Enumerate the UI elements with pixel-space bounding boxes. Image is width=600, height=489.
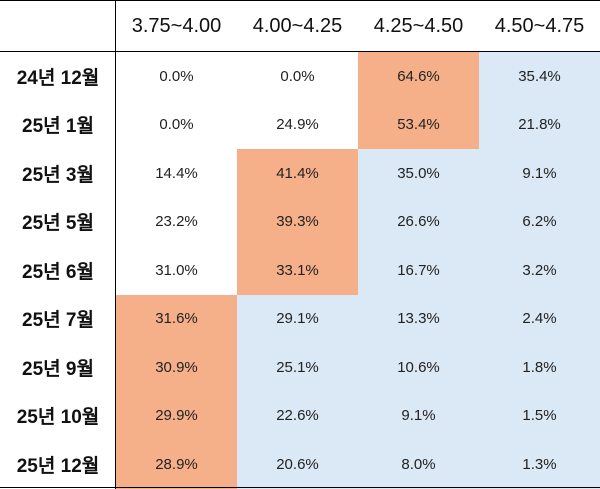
table-cell: 30.9%: [116, 343, 237, 392]
label-column-divider: [115, 0, 116, 489]
table-cell: 23.2%: [116, 197, 237, 246]
row-label: 25년 5월: [22, 213, 94, 235]
row-label: 25년 7월: [22, 310, 94, 332]
table-cell: 28.9%: [116, 440, 237, 489]
row-label: 25년 1월: [22, 116, 94, 138]
table-cell: 10.6%: [358, 343, 479, 392]
table-cell: 26.6%: [358, 197, 479, 246]
table-cell: 0.0%: [116, 100, 237, 149]
table-cell: 1.5%: [479, 391, 600, 440]
row-label: 24년 12월: [16, 67, 100, 89]
table-cell: 13.3%: [358, 294, 479, 343]
table-cell: 29.9%: [116, 391, 237, 440]
row-label: 25년 3월: [22, 164, 94, 186]
table-cell: 53.4%: [358, 100, 479, 149]
table-cell: 6.2%: [479, 197, 600, 246]
row-label: 25년 9월: [22, 358, 94, 380]
table-cell: 39.3%: [237, 197, 358, 246]
table-cell: 3.2%: [479, 246, 600, 295]
table-cell: 24.9%: [237, 100, 358, 149]
table-cell: 9.1%: [358, 391, 479, 440]
table-cell: 14.4%: [116, 149, 237, 198]
column-header: 3.75~4.00: [131, 14, 222, 37]
table-cell: 41.4%: [237, 149, 358, 198]
column-header: 4.00~4.25: [252, 14, 343, 37]
table-cell: 1.3%: [479, 440, 600, 489]
header-divider: [0, 51, 600, 52]
table-cell: 20.6%: [237, 440, 358, 489]
table-cell: 25.1%: [237, 343, 358, 392]
column-header: 4.25~4.50: [373, 14, 464, 37]
row-label: 25년 10월: [16, 407, 100, 429]
row-label: 25년 6월: [22, 261, 94, 283]
table-bottom-border: [0, 487, 600, 488]
table-cell: 2.4%: [479, 294, 600, 343]
table-cell: 29.1%: [237, 294, 358, 343]
table-cell: 31.6%: [116, 294, 237, 343]
table-cell: 35.0%: [358, 149, 479, 198]
table-top-border: [0, 0, 600, 1]
table-cell: 21.8%: [479, 100, 600, 149]
table-cell: 9.1%: [479, 149, 600, 198]
table-cell: 35.4%: [479, 52, 600, 101]
column-header: 4.50~4.75: [494, 14, 585, 37]
table-cell: 31.0%: [116, 246, 237, 295]
table-cell: 22.6%: [237, 391, 358, 440]
row-label: 25년 12월: [16, 455, 100, 477]
table-cell: 0.0%: [237, 52, 358, 101]
table-cell: 8.0%: [358, 440, 479, 489]
table-cell: 0.0%: [116, 52, 237, 101]
table-cell: 1.8%: [479, 343, 600, 392]
table-cell: 64.6%: [358, 52, 479, 101]
table-cell: 33.1%: [237, 246, 358, 295]
table-cell: 16.7%: [358, 246, 479, 295]
